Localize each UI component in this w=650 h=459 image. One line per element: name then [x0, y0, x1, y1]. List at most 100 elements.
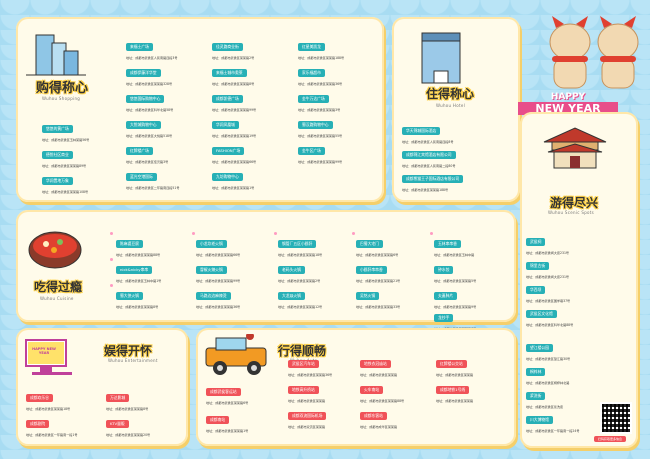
shopping-item[interactable]: 红牌楼广场 地址：成都市武侯区佳灵路3号 [126, 137, 168, 164]
travel-item-address: 地址：成都市成华区某某路 [360, 425, 398, 429]
shopping-item-address: 地址：成都市武侯区某某路1号 [212, 186, 255, 190]
hotels-item[interactable]: 成都熊猫王子国际酒店有限公司 地址：成都市武侯区某某路188号 [402, 165, 464, 192]
shopping-item[interactable]: 悠悠的黄广场 地址：成都市武侯区玉林某路56号 [42, 115, 89, 142]
entertainment-item[interactable]: 成都欢乐谷 地址：成都市武侯区某某路18号 [26, 384, 70, 411]
shopping-item[interactable]: 家乐福超市 地址：成都市武侯区某某路36号 [298, 59, 342, 86]
shopping-item-name: 蓝光空港国际 [126, 173, 157, 181]
tourism-item[interactable]: 武侯祠 地址：成都市武侯祠大街231号 [526, 228, 569, 255]
food-item[interactable]: 大龙燚火锅 地址：成都市武侯区某某路12号 [278, 282, 322, 309]
food-item[interactable]: 吴铭火锅 地址：成都市武侯区某某路33号 [356, 282, 400, 309]
tourism-item[interactable]: 桐梓林 地址：成都市武侯区桐梓林北路 [526, 358, 569, 385]
tourism-item[interactable]: 武侯区文化馆地址：成都市武侯区科华北路88号 [526, 300, 573, 327]
shopping-item[interactable]: 蓝光空港国际 地址：成都市武侯区二环路南四段51号 [126, 163, 179, 190]
food-item[interactable]: 夫妻肺片 地址：成都市武侯区某某路9号 [434, 282, 476, 309]
travel-item[interactable]: 成都双流国际机场 地址：成都市双流区某某路 [288, 402, 327, 429]
shopping-item-address: 地址：成都市武侯区人民南路四段3号 [126, 56, 178, 60]
tourism-item-address: 地址：成都市武侯区浆洗街 [526, 405, 564, 409]
temple-illustration [543, 127, 607, 169]
shopping-item[interactable]: 金牛区广场 地址：成都市武侯区某某路99号 [298, 137, 342, 164]
shopping-item[interactable]: 佳灵路商业街 地址：成都市武侯区某某路2号 [212, 33, 254, 60]
tourism-item[interactable]: 浆洗街 地址：成都市武侯区浆洗街 [526, 382, 563, 409]
travel-item-address: 地址：成都市双流区某某路 [288, 425, 326, 429]
shopping-item[interactable]: 来福士城市奥莱 地址：成都市武侯区某某路8号 [212, 59, 254, 86]
shopping-subtitle: Wuhou Shopping [42, 96, 81, 101]
shopping-item-name: 佳灵路商业街 [212, 43, 243, 51]
shopping-item-name: 九坊购物中心 [212, 173, 243, 181]
shopping-item-name: FASHION广场 [212, 147, 245, 155]
food-item[interactable]: 蜀大侠火锅 地址：成都市武侯区某某路8号 [116, 282, 158, 309]
shopping-item-name: 成都伊藤洋华堂 [126, 69, 161, 77]
food-item-name: 小郡肝串串香 [356, 266, 387, 274]
tourism-item[interactable]: 望江楼公园 地址：成都市武侯区望江路30号 [526, 334, 570, 361]
food-item[interactable]: 小郡肝串串香 地址：成都市武侯区某某路21号 [356, 256, 400, 283]
travel-item[interactable]: 火车南站 地址：成都市武侯区某某路88号 [360, 376, 404, 403]
travel-item-address: 地址：成都市武侯区某某路 [436, 399, 474, 403]
food-item[interactable]: 钟水饺 地址：成都市武侯区某某路5号 [434, 256, 476, 283]
shopping-item[interactable]: 成都伊藤洋华堂 地址：成都市武侯区某某路328号 [126, 59, 172, 86]
travel-item-name: 地铁高升桥站 [288, 386, 319, 394]
jeep-illustration [205, 334, 267, 375]
food-item[interactable]: 小龙坎老火锅 地址：成都市武侯区某某路66号 [196, 230, 240, 257]
mascot-illustration [549, 16, 639, 89]
entertainment-item-address: 地址：成都市武侯区某某路18号 [26, 407, 71, 411]
tourism-item[interactable]: 锦里古街 地址：成都市武侯祠大街231号 [526, 252, 569, 279]
food-title: 吃得过瘾 [34, 280, 83, 294]
tourism-item[interactable]: 华西坝 地址：成都市武侯区国学巷37号 [526, 276, 570, 303]
travel-item[interactable]: 武侯区汽车站 地址：成都市武侯区某某路36号 [288, 350, 332, 377]
shopping-item-name: 德悦社区商业 [42, 151, 73, 159]
food-item[interactable]: 冒椒火辣火锅 地址：成都市武侯区某某路99号 [196, 256, 240, 283]
hotels-item-address: 地址：成都市武侯区人民南路二段80号 [402, 164, 456, 168]
tourism-item-name: 桐梓林 [526, 368, 546, 376]
food-item-address: 地址：成都市武侯区玉林中路1号 [116, 279, 162, 283]
food-item[interactable]: 老码头火锅 地址：成都市武侯区某某路2号 [278, 256, 320, 283]
travel-item[interactable]: 成都东客站 地址：成都市成华区某某路 [360, 402, 397, 429]
travel-item[interactable]: 地铁衣冠庙站 地址：成都市武侯区某某路 [360, 350, 397, 377]
hotels-item[interactable]: 华天锦城国际酒店 地址：成都市武侯区人民南路四段8号 [402, 117, 453, 144]
travel-item[interactable]: 成都武侯客运站 地址：成都市武侯区某某路6号 [206, 378, 248, 405]
food-item[interactable]: 马路边边麻辣烫 地址：成都市武侯区某某路36号 [196, 282, 240, 309]
shopping-item[interactable]: 悠悠国际购物中心 地址：成都市武侯区科华北路58号 [126, 85, 173, 112]
shopping-item[interactable]: 九坊购物中心地址：成都市武侯区某某路1号 [212, 163, 254, 190]
entertainment-item[interactable]: 万达影城 地址：成都市武侯区某某路8号 [106, 384, 148, 411]
shopping-item[interactable]: 蜀汉路购物中心 地址：成都市武侯区某某路55号 [298, 111, 342, 138]
tourism-item-address: 地址：成都市武侯区科华北路88号 [526, 323, 574, 327]
qr-code[interactable] [600, 402, 632, 434]
food-item[interactable]: 钢管厂五区小郡肝 地址：成都市武侯区某某路18号 [278, 230, 322, 257]
food-item-address: 地址：成都市武侯区某某路12号 [278, 305, 323, 309]
shopping-item[interactable]: 大悦城购物中心 地址：成都市武侯区大悦路518号 [126, 111, 172, 138]
travel-item[interactable]: 红牌楼公交站 地址：成都市武侯区某某路 [436, 350, 473, 377]
shopping-item[interactable]: 华润置地万象 地址：成都市武侯区某某路108号 [42, 167, 88, 194]
food-item[interactable]: 陈麻婆豆腐 地址：成都市武侯区某某路88号 [116, 230, 160, 257]
shopping-item[interactable]: 成都凯德广场 地址：成都市武侯区某某路99号 [212, 85, 256, 112]
shopping-item-address: 地址：成都市武侯区某某路89号 [42, 164, 87, 168]
entertainment-sign: HAPPY NEW YEAR [32, 347, 56, 355]
shopping-item-name: 家乐福超市 [298, 69, 325, 77]
shopping-item[interactable]: 来福士广场 地址：成都市武侯区人民南路四段3号 [126, 33, 177, 60]
shopping-item-name: 华润置地万象 [42, 177, 73, 185]
shopping-item-name: 红星美凯龙 [298, 43, 325, 51]
shopping-item[interactable]: 华润凤凰城 地址：成都市武侯区某某路19号 [212, 111, 256, 138]
shopping-item[interactable]: 红星美凯龙 地址：成都市武侯区某某路188号 [298, 33, 344, 60]
entertainment-item[interactable]: KTV量贩 地址：成都市武侯区某某路20号 [106, 410, 150, 437]
tourism-title: 游得尽兴 [550, 196, 599, 210]
food-item[interactable]: 龙抄手地址：成都市武侯区某某路7号 [434, 304, 476, 331]
shopping-item[interactable]: FASHION广场 地址：成都市武侯区某某路66号 [212, 137, 256, 164]
shopping-item[interactable]: 金牛万达广场 地址：成都市武侯区某某路3号 [298, 85, 340, 112]
food-item[interactable]: 玉林串串香 地址：成都市武侯区玉林中路 [434, 230, 474, 257]
travel-item-name: 成都南站 [206, 416, 230, 424]
travel-item-name: 火车南站 [360, 386, 384, 394]
travel-item[interactable]: 地铁高升桥站 地址：成都市武侯区某某路 [288, 376, 325, 403]
entertainment-item-name: KTV量贩 [106, 420, 129, 428]
food-item[interactable]: nick&nicky串串 地址：成都市武侯区玉林中路1号 [116, 256, 161, 283]
hotels-item-address: 地址：成都市武侯区人民南路四段8号 [402, 140, 454, 144]
hotels-item[interactable]: 成都锦江宾馆酒店有限公司 地址：成都市武侯区人民南路二段80号 [402, 141, 456, 168]
tourism-item[interactable]: 川大博物馆 地址：成都市武侯区一环路南一段24号 [526, 406, 579, 433]
food-item-address: 地址：成都市武侯区某某路88号 [116, 253, 161, 257]
travel-item[interactable]: 成都南站 地址：成都市武侯区某某路1号 [206, 406, 248, 433]
shopping-item-address: 地址：成都市武侯区某某路8号 [212, 82, 255, 86]
travel-item[interactable]: 成都地铁1号线 地址：成都市武侯区某某路 [436, 376, 473, 403]
entertainment-item[interactable]: 成都剧院 地址：成都市武侯区一环路南一段1号 [26, 410, 77, 437]
shopping-item[interactable]: 德悦社区商业地址：成都市武侯区某某路89号 [42, 141, 86, 168]
tourism-item-name: 武侯区文化馆 [526, 310, 557, 318]
food-item[interactable]: 巴蜀大宅门 地址：成都市武侯区某某路6号 [356, 230, 398, 257]
